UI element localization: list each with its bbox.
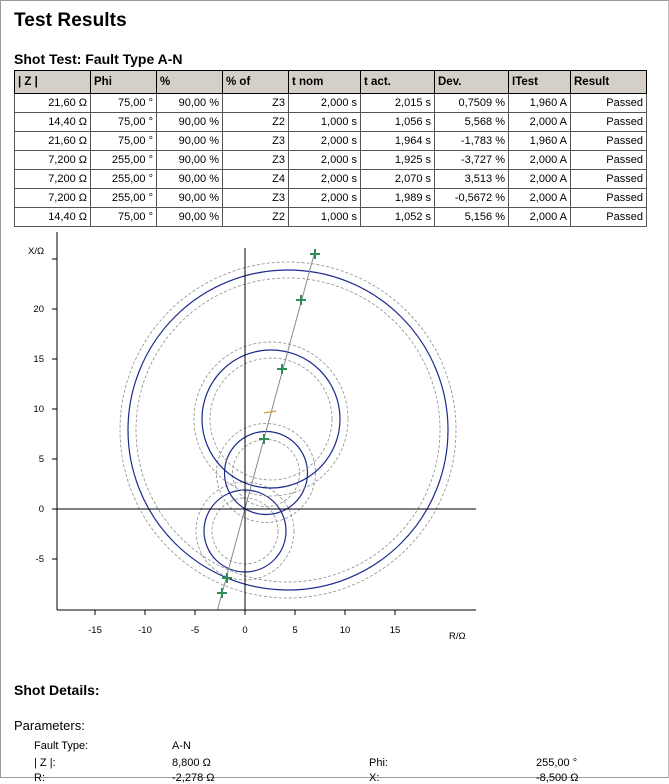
table-cell: Passed [570,93,647,113]
zone-circle [223,430,309,516]
table-cell: 1,000 s [288,207,361,227]
x-axis-label: R/Ω [449,631,466,642]
column-header: Dev. [434,70,509,94]
x-tick-label: 0 [242,625,247,636]
column-header: % [156,70,223,94]
table-cell: 21,60 Ω [14,131,91,151]
r-label: R: [34,772,45,784]
table-cell: 255,00 ° [90,150,157,170]
x-tick-label: -5 [191,625,199,636]
x-tick-label: 5 [292,625,297,636]
column-header: ITest [508,70,571,94]
table-cell: 1,052 s [360,207,435,227]
table-cell: Passed [570,188,647,208]
y-tick-label: 10 [33,404,44,415]
results-table: | Z | Phi%% of t nom t act. Dev. ITest Result … [14,70,647,227]
parameters-label: Parameters: [14,718,85,733]
tolerance-outer [193,341,349,497]
table-cell: 14,40 Ω [14,207,91,227]
y-tick-label: 0 [39,504,44,515]
z-label: | Z |: [34,757,56,769]
z-value: 8,800 Ω [172,757,211,769]
y-tick-label: -5 [36,554,44,565]
shot-point [217,588,227,598]
table-cell: -1,783 % [434,131,509,151]
column-header: | Z | [14,70,91,94]
column-header: t nom [288,70,361,94]
table-cell: 1,989 s [360,188,435,208]
phi-label: Phi: [369,757,388,769]
x-tick-label: 15 [390,625,401,636]
table-row: 7,200 Ω 255,00 ° 90,00 % Z3 2,000 s 1,989 s -0… [14,188,647,208]
shot-point [296,295,306,305]
shot-test-title: Shot Test: Fault Type A-N [14,51,183,67]
table-cell: 1,925 s [360,150,435,170]
table-cell: Passed [570,207,647,227]
table-cell: 90,00 % [156,112,223,132]
table-cell: 0,7509 % [434,93,509,113]
reach-mark [263,410,277,414]
shot-point [259,434,269,444]
table-cell: 90,00 % [156,188,223,208]
table-cell: 7,200 Ω [14,150,91,170]
table-row: 21,60 Ω 75,00 ° 90,00 % Z3 2,000 s 2,015 s 0,7… [14,93,647,113]
page-title: Test Results [14,10,127,31]
table-cell: 90,00 % [156,207,223,227]
x-tick-label: -10 [138,625,152,636]
table-cell: 7,200 Ω [14,188,91,208]
zone-circle [127,269,449,591]
table-header-row: | Z | Phi%% of t nom t act. Dev. ITest Result [14,70,647,94]
x-value: -8,500 Ω [536,772,579,784]
table-cell: Z3 [222,93,289,113]
column-header: Phi [90,70,157,94]
tolerance-inner [209,357,333,481]
table-cell: Passed [570,131,647,151]
table-row: 21,60 Ω 75,00 ° 90,00 % Z3 2,000 s 1,964 s -1,… [14,131,647,151]
column-header: Result [570,70,647,94]
y-tick-label: 5 [39,454,44,465]
table-row: 14,40 Ω 75,00 ° 90,00 % Z2 1,000 s 1,052 s 5,1… [14,207,647,227]
table-cell: 90,00 % [156,131,223,151]
fault-type-label: Fault Type: [34,740,89,752]
shot-point [310,249,320,259]
shot-point [277,364,287,374]
table-cell: 2,000 A [508,207,571,227]
x-tick-label: 10 [340,625,351,636]
shot-details-title: Shot Details: [14,682,100,698]
zone-circle [201,349,341,489]
table-body: 21,60 Ω 75,00 ° 90,00 % Z3 2,000 s 2,015 s 0,7… [14,93,647,227]
table-cell: 2,000 A [508,150,571,170]
y-axis-label: X/Ω [28,246,44,257]
plot-area [119,250,457,610]
r-value: -2,278 Ω [172,772,215,784]
table-cell: 7,200 Ω [14,169,91,189]
tolerance-outer [119,261,457,599]
phi-value: 255,00 ° [536,757,578,769]
x-tick-label: -15 [88,625,102,636]
y-tick-label: 15 [33,354,44,365]
shot-point [222,573,232,583]
table-cell: 75,00 ° [90,207,157,227]
fault-type-value: A-N [172,740,191,752]
tolerance-inner [135,277,441,583]
y-tick-label: 20 [33,304,44,315]
column-header: t act. [360,70,435,94]
x-label: X: [369,772,380,784]
